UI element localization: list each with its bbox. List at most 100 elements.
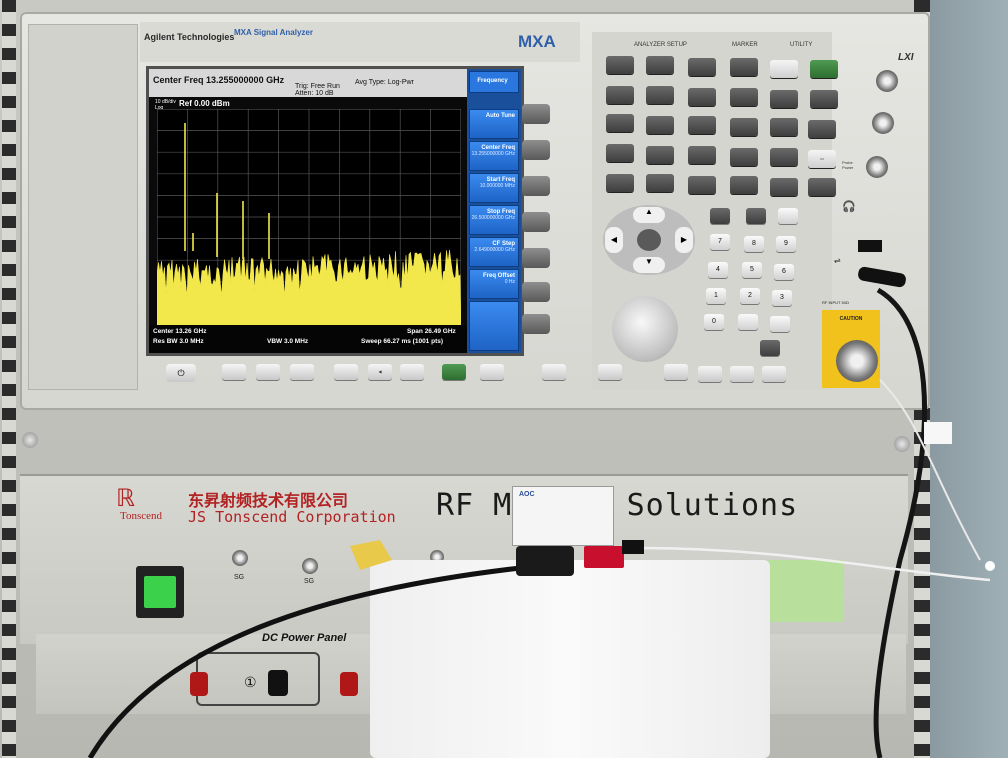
tonscend-brand-small: Tonscend (120, 510, 162, 522)
hardkey-6[interactable] (606, 86, 634, 104)
hardkey-24[interactable] (646, 174, 674, 192)
hardkey-17[interactable] (808, 120, 836, 138)
hardkey-2[interactable] (646, 56, 674, 74)
hardkey-9[interactable] (730, 88, 758, 106)
hardkey-20[interactable] (688, 146, 716, 164)
softkey-menu-title: Frequency (469, 71, 519, 93)
bottom-key-3[interactable] (290, 364, 314, 380)
side-key-7[interactable] (522, 314, 550, 334)
power-button[interactable]: ⏻ (166, 364, 196, 382)
hardkey-1[interactable] (606, 56, 634, 74)
numkey-2[interactable]: 2 (740, 288, 760, 304)
softkey-label: Center Freq (481, 145, 515, 151)
bottom-key-help[interactable] (442, 364, 466, 380)
softkey-auto-tune[interactable]: Auto Tune (469, 109, 519, 139)
company-name-english: JS Tonscend Corporation (188, 508, 396, 526)
softkey-start-freq[interactable]: Start Freq 10.000000 MHz (469, 173, 519, 203)
panel-key-tab-left[interactable] (598, 364, 622, 380)
numkey-1[interactable]: 1 (706, 288, 726, 304)
arrow-right-button[interactable]: ▶ (675, 227, 693, 253)
footer-res-bw: Res BW 3.0 MHz (153, 338, 204, 345)
softkey-freq-offset[interactable]: Freq Offset 0 Hz (469, 269, 519, 299)
side-key-5[interactable] (522, 248, 550, 268)
ref-level: Ref 0.00 dBm (179, 99, 230, 108)
mxa-logo: MXA (518, 32, 556, 51)
hardkey-23[interactable] (606, 174, 634, 192)
side-key-4[interactable] (522, 212, 550, 232)
numkey-3[interactable]: 3 (772, 290, 792, 306)
hardkey-19[interactable] (646, 146, 674, 164)
hardkey-14[interactable] (688, 116, 716, 134)
bottom-key-2[interactable] (256, 364, 280, 380)
hardkey-mode-preset[interactable] (810, 60, 838, 78)
softkey-cf-step[interactable]: CF Step 2.649000000 GHz (469, 237, 519, 267)
bottom-key-4[interactable] (334, 364, 358, 380)
hardkey-27[interactable] (770, 178, 798, 196)
screen-footer: Center 13.26 GHz Res BW 3.0 MHz VBW 3.0 … (149, 325, 467, 353)
hardkey-8[interactable] (688, 88, 716, 106)
hardkey-22[interactable] (770, 148, 798, 166)
print-icon: ▭ (820, 156, 824, 161)
hardkey-11[interactable] (810, 90, 838, 108)
hardkey-28[interactable] (808, 178, 836, 196)
bottom-key-5[interactable] (400, 364, 424, 380)
numkey-enter[interactable] (760, 340, 780, 356)
black-cable (87, 565, 521, 758)
hardkey-3[interactable] (688, 58, 716, 76)
numkey-local[interactable] (710, 208, 730, 224)
panel-key-ctrl[interactable] (730, 366, 754, 382)
usb-port[interactable] (858, 240, 882, 252)
numkey-0[interactable]: 0 (704, 314, 724, 330)
bottom-key-speaker[interactable]: ◀ (368, 364, 392, 380)
side-key-6[interactable] (522, 282, 550, 302)
panel-key-back[interactable] (698, 366, 722, 382)
softkey-label: Stop Freq (487, 209, 515, 215)
rotary-knob[interactable] (612, 296, 678, 362)
bottom-key-1[interactable] (222, 364, 246, 380)
numkey-8[interactable]: 8 (744, 236, 764, 252)
numkey-tab[interactable] (778, 208, 798, 224)
numkey-minus[interactable] (770, 316, 790, 332)
numkey-dot[interactable] (738, 314, 758, 330)
numkey-4[interactable]: 4 (708, 262, 728, 278)
panel-key-menu[interactable] (762, 366, 786, 382)
foam-block (370, 560, 770, 758)
arrow-left-button[interactable]: ◀ (605, 227, 623, 253)
hardkey-21[interactable] (730, 148, 758, 166)
hardkey-5[interactable] (770, 60, 798, 78)
sg-port-2-label: SG (304, 578, 315, 585)
hardkey-print[interactable]: ▭ (808, 150, 836, 168)
softkey-blank[interactable] (469, 301, 519, 351)
hardkey-25[interactable] (688, 176, 716, 194)
hardkey-18[interactable] (606, 144, 634, 162)
numkey-5[interactable]: 5 (742, 262, 762, 278)
rf-input-connector (836, 340, 878, 382)
spectrum-trace (157, 249, 461, 325)
hardkey-10[interactable] (770, 90, 798, 108)
numkey-6[interactable]: 6 (774, 264, 794, 280)
numkey-7[interactable]: 7 (710, 234, 730, 250)
power-switch[interactable] (136, 566, 184, 618)
numkey-9[interactable]: 9 (776, 236, 796, 252)
side-key-3[interactable] (522, 176, 550, 196)
bottom-key-7[interactable] (480, 364, 504, 380)
hardkey-15[interactable] (730, 118, 758, 136)
hardkey-26[interactable] (730, 176, 758, 194)
arrow-down-button[interactable]: ▼ (633, 257, 665, 273)
enter-button[interactable] (637, 229, 661, 251)
hardkey-13[interactable] (646, 116, 674, 134)
hardkey-12[interactable] (606, 114, 634, 132)
softkey-center-freq[interactable]: Center Freq 13.255000000 GHz (469, 141, 519, 171)
bottom-key-return[interactable] (542, 364, 566, 380)
hardkey-16[interactable] (770, 118, 798, 136)
numkey-esc[interactable] (746, 208, 766, 224)
softkey-stop-freq[interactable]: Stop Freq 26.500000000 GHz (469, 205, 519, 235)
hardkey-7[interactable] (646, 86, 674, 104)
side-key-1[interactable] (522, 104, 550, 124)
panel-key-undo[interactable] (664, 364, 688, 380)
arrow-up-button[interactable]: ▲ (633, 207, 665, 223)
right-wall (930, 0, 1008, 758)
hardkey-4[interactable] (730, 58, 758, 76)
side-key-2[interactable] (522, 140, 550, 160)
